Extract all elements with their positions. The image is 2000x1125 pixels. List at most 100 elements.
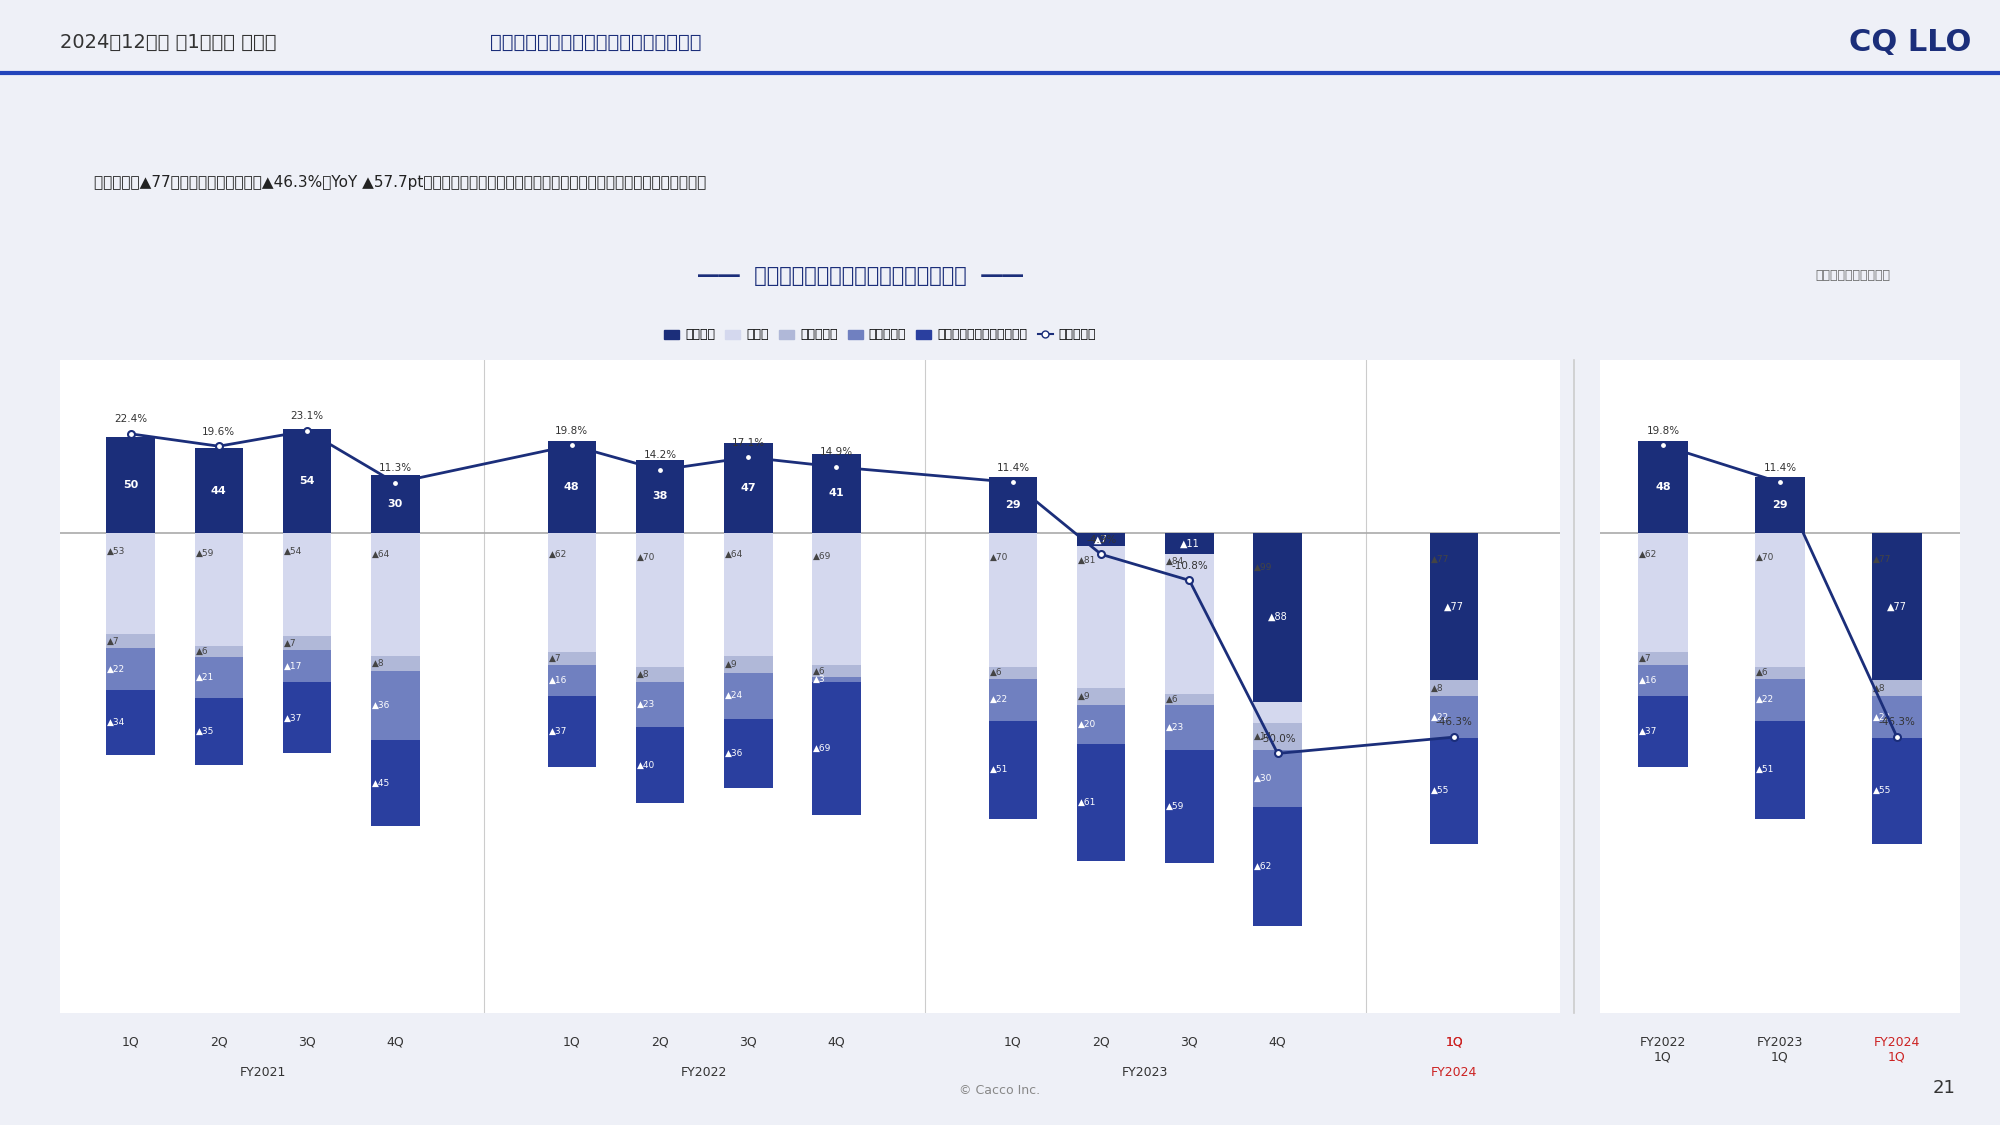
Text: ▲7: ▲7: [548, 654, 562, 663]
Text: 14.9%: 14.9%: [820, 448, 854, 458]
Bar: [548, 665, 596, 696]
Text: ▲7: ▲7: [1640, 654, 1652, 663]
Text: 23.1%: 23.1%: [290, 411, 324, 421]
Text: ▲22: ▲22: [1430, 712, 1448, 721]
Text: ▲77: ▲77: [1444, 602, 1464, 612]
Text: 11.3%: 11.3%: [378, 464, 412, 474]
Text: 19.6%: 19.6%: [202, 426, 236, 436]
Text: ▲62: ▲62: [548, 550, 566, 559]
Text: 3Q: 3Q: [740, 1035, 758, 1048]
Text: ▲62: ▲62: [1640, 550, 1658, 559]
Text: 19.8%: 19.8%: [1646, 425, 1680, 435]
Bar: [724, 656, 772, 673]
Text: ▲55: ▲55: [1430, 786, 1450, 795]
Text: ▲8: ▲8: [1874, 684, 1886, 693]
Text: CQ LLO: CQ LLO: [1848, 28, 1972, 57]
Text: 営業利益は▲77百万円、営業利益率は▲46.3%（YoY ▲57.7pt）で着地。将来の収益獲得の為の組織体制強化による人件費が増加。: 営業利益は▲77百万円、営業利益率は▲46.3%（YoY ▲57.7pt）で着地…: [94, 176, 706, 190]
Bar: [1430, 681, 1478, 696]
Bar: [372, 740, 420, 827]
Bar: [988, 678, 1038, 721]
Text: ▲24: ▲24: [724, 692, 744, 701]
Text: ▲17: ▲17: [284, 662, 302, 670]
Bar: [636, 667, 684, 683]
Text: ▲35: ▲35: [196, 727, 214, 736]
Text: 4Q: 4Q: [1268, 1035, 1286, 1048]
Text: ▲23: ▲23: [636, 700, 654, 709]
Text: ▲37: ▲37: [284, 713, 302, 722]
Text: ▲7: ▲7: [284, 639, 296, 648]
Text: ▲14: ▲14: [1254, 731, 1272, 740]
Text: 19.8%: 19.8%: [556, 425, 588, 435]
Bar: [372, 656, 420, 670]
Bar: [1254, 533, 1302, 702]
Text: 29: 29: [1006, 500, 1020, 510]
Text: 54: 54: [300, 476, 314, 486]
Text: ▲8: ▲8: [1430, 684, 1444, 693]
Bar: [1638, 651, 1688, 665]
Text: ▲22: ▲22: [1756, 695, 1774, 704]
Text: ▲22: ▲22: [1874, 712, 1892, 721]
Bar: [282, 683, 332, 754]
Bar: [1756, 678, 1804, 721]
Bar: [372, 533, 420, 656]
Bar: [812, 665, 860, 676]
Bar: [724, 719, 772, 788]
Text: 47: 47: [740, 483, 756, 493]
Bar: [1430, 533, 1478, 681]
Text: ▲37: ▲37: [548, 727, 566, 736]
Text: ▲51: ▲51: [990, 765, 1008, 774]
Text: -4.9%: -4.9%: [1086, 534, 1116, 544]
Text: FY2022
1Q: FY2022 1Q: [1640, 1035, 1686, 1063]
Text: FY2023: FY2023: [1122, 1066, 1168, 1079]
Bar: [812, 683, 860, 814]
Bar: [1076, 688, 1126, 705]
Text: ▲70: ▲70: [1756, 552, 1774, 561]
Text: ▲81: ▲81: [1078, 556, 1096, 565]
Text: ▲16: ▲16: [548, 676, 566, 685]
Bar: [282, 650, 332, 683]
Bar: [548, 441, 596, 533]
Text: ▲11: ▲11: [1180, 538, 1200, 548]
Text: ▲16: ▲16: [1640, 676, 1658, 685]
Text: ▲7: ▲7: [108, 637, 120, 646]
Text: ▲8: ▲8: [636, 670, 650, 680]
Text: ▲77: ▲77: [1888, 602, 1908, 612]
Bar: [1638, 441, 1688, 533]
Text: ▲64: ▲64: [724, 550, 744, 559]
Text: 1Q: 1Q: [1004, 1035, 1022, 1048]
Bar: [1430, 738, 1478, 844]
Text: 22.4%: 22.4%: [114, 414, 148, 424]
Bar: [812, 676, 860, 683]
Bar: [1166, 533, 1214, 694]
Text: ▲70: ▲70: [990, 552, 1008, 561]
Bar: [1872, 681, 1922, 696]
Text: 21: 21: [1934, 1079, 1956, 1097]
Text: ▲59: ▲59: [1166, 802, 1184, 811]
Text: ▲7: ▲7: [1094, 534, 1108, 544]
Bar: [1638, 696, 1688, 767]
Bar: [1254, 722, 1302, 749]
Text: ▲54: ▲54: [284, 547, 302, 556]
Text: ▲40: ▲40: [636, 760, 654, 770]
Bar: [1430, 696, 1478, 738]
Bar: [636, 533, 684, 667]
Text: ▲69: ▲69: [814, 744, 832, 753]
Bar: [548, 651, 596, 665]
Text: ▲64: ▲64: [372, 550, 390, 559]
Text: ▲62: ▲62: [1254, 862, 1272, 871]
Text: ▲22: ▲22: [108, 665, 126, 674]
Bar: [106, 648, 154, 690]
Bar: [636, 460, 684, 533]
Text: （金額単位：百万円）: （金額単位：百万円）: [1816, 269, 1890, 282]
Text: 4Q: 4Q: [828, 1035, 846, 1048]
Bar: [372, 670, 420, 740]
Bar: [194, 657, 244, 698]
Text: 29: 29: [1772, 500, 1788, 510]
Text: ▲84: ▲84: [1166, 557, 1184, 566]
Text: ▲34: ▲34: [108, 718, 126, 727]
Text: 48: 48: [1656, 482, 1670, 492]
Text: 17.1%: 17.1%: [732, 438, 764, 448]
Bar: [1756, 721, 1804, 819]
Text: 1Q: 1Q: [122, 1035, 140, 1048]
Bar: [1872, 738, 1922, 844]
